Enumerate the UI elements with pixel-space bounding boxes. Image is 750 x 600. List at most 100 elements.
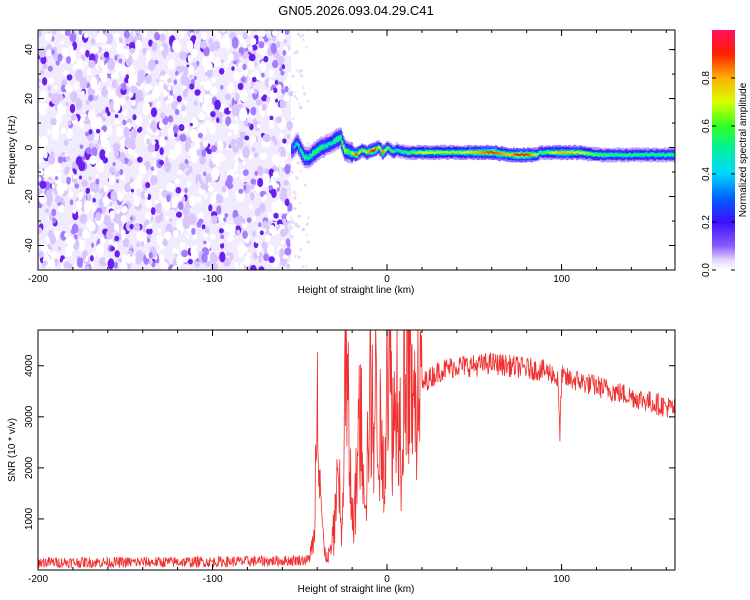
- signal-cell: [666, 154, 669, 157]
- signal-cell: [312, 152, 314, 156]
- colorbar-ticks: 0.0 0.2 0.4 0.6 0.8: [701, 71, 735, 277]
- noise-speck: [151, 140, 156, 146]
- noise-speck: [45, 49, 53, 57]
- noise-speck: [261, 72, 265, 78]
- noise-speck: [159, 33, 166, 43]
- noise-speck: [167, 78, 172, 84]
- signal-cell: [358, 151, 361, 154]
- noise-speck: [189, 83, 195, 90]
- signal-cell: [366, 151, 369, 154]
- noise-speck: [251, 147, 256, 152]
- noise-speck: [178, 169, 183, 175]
- snr-x-tick-label: 100: [553, 574, 570, 585]
- noise-speck: [250, 106, 257, 116]
- noise-speck: [111, 79, 118, 89]
- noise-speck: [138, 184, 142, 189]
- noise-speck: [114, 235, 120, 242]
- noise-speck: [102, 45, 106, 50]
- noise-speck: [151, 262, 156, 268]
- noise-speck: [77, 228, 84, 237]
- signal-cell: [673, 154, 675, 156]
- noise-speck: [227, 83, 234, 93]
- colorbar-tick-label: 0.4: [701, 167, 712, 181]
- noise-speck: [57, 53, 63, 62]
- noise-speck: [85, 131, 90, 137]
- noise-speck: [227, 131, 232, 137]
- noise-speck: [97, 46, 103, 53]
- noise-speck: [273, 254, 280, 266]
- noise-speck: [298, 214, 302, 218]
- noise-speck: [136, 241, 140, 248]
- noise-speck: [99, 133, 108, 147]
- noise-speck: [302, 86, 305, 90]
- noise-speck: [295, 69, 298, 72]
- colorbar-tick-label: 0.8: [701, 71, 712, 85]
- noise-speck: [288, 90, 294, 97]
- noise-speck: [198, 218, 204, 224]
- noise-speck: [114, 150, 119, 158]
- spectrogram-y-tick-label: 20: [24, 93, 35, 105]
- noise-speck: [232, 146, 239, 153]
- noise-speck: [165, 99, 169, 106]
- signal-cell: [496, 152, 499, 155]
- noise-speck: [295, 97, 299, 101]
- noise-speck: [278, 32, 286, 42]
- noise-speck: [86, 219, 94, 229]
- signal-cell: [652, 153, 655, 156]
- signal-cell: [588, 153, 591, 156]
- signal-cell: [490, 151, 493, 154]
- signal-cell: [634, 153, 637, 156]
- noise-speck: [80, 63, 85, 70]
- noise-speck: [171, 58, 175, 65]
- signal-cell: [418, 151, 421, 154]
- signal-cell: [649, 154, 652, 157]
- signal-cell: [331, 141, 334, 145]
- noise-speck: [219, 251, 226, 263]
- signal-cell: [669, 153, 672, 156]
- noise-speck: [262, 174, 270, 187]
- noise-speck: [84, 115, 88, 122]
- signal-cell: [324, 144, 327, 148]
- noise-speck: [115, 179, 119, 184]
- signal-cell: [531, 153, 534, 156]
- signal-cell: [552, 152, 555, 154]
- noise-speck: [242, 32, 248, 40]
- noise-speck: [251, 44, 258, 51]
- signal-cell: [337, 137, 340, 141]
- signal-cell: [605, 153, 608, 156]
- noise-speck: [209, 252, 217, 264]
- signal-cell: [341, 140, 344, 144]
- signal-cell: [560, 151, 563, 154]
- noise-speck: [43, 167, 52, 178]
- signal-cell: [420, 151, 423, 154]
- signal-cell: [489, 150, 492, 153]
- noise-speck: [295, 194, 297, 196]
- noise-speck: [216, 111, 223, 120]
- signal-cell: [564, 151, 567, 154]
- noise-speck: [69, 199, 74, 206]
- signal-cell: [582, 151, 585, 154]
- noise-speck: [258, 41, 265, 49]
- noise-speck: [102, 65, 108, 75]
- signal-cell: [321, 146, 324, 150]
- signal-cell: [594, 153, 596, 156]
- noise-speck: [54, 258, 59, 266]
- noise-speck: [214, 56, 220, 62]
- noise-speck: [211, 145, 217, 153]
- noise-speck: [249, 135, 257, 144]
- noise-speck: [135, 30, 141, 34]
- noise-speck: [280, 161, 286, 168]
- signal-cell: [296, 142, 299, 146]
- noise-speck: [63, 261, 70, 269]
- signal-cell: [557, 151, 560, 154]
- noise-speck: [150, 207, 156, 215]
- signal-cell: [475, 150, 478, 153]
- noise-speck: [124, 136, 132, 149]
- noise-speck: [175, 187, 182, 194]
- colorbar-tick-label: 0.0: [701, 263, 712, 277]
- noise-speck: [256, 99, 262, 106]
- signal-cell: [665, 154, 668, 157]
- noise-speck: [199, 180, 204, 185]
- signal-cell: [626, 154, 629, 156]
- spectrogram-frame: [37, 29, 676, 271]
